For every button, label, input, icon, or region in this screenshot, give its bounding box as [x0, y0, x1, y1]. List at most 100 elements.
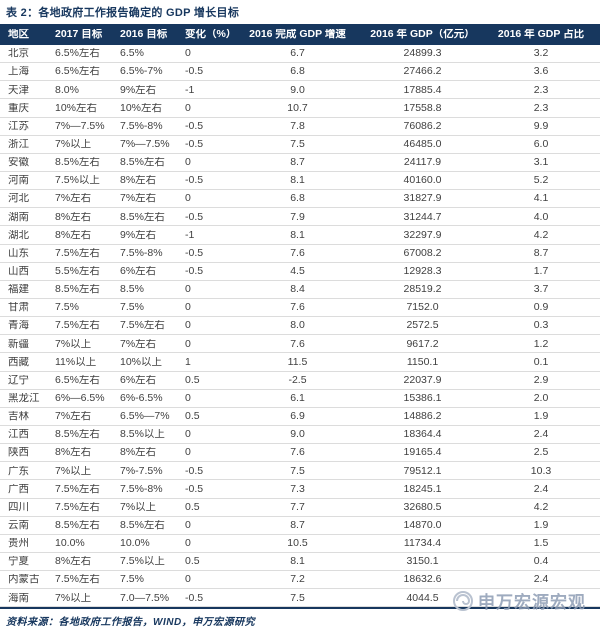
table-cell: 8.5%以上 [120, 429, 165, 440]
table-cell: 7.7 [290, 501, 305, 513]
table-cell: 河南 [8, 175, 29, 186]
table-cell: 10.0% [55, 538, 85, 549]
table-cell: 2572.5 [406, 320, 439, 331]
table-cell: 江西 [8, 429, 29, 440]
table-cell: 8.7 [533, 247, 549, 259]
table-cell: 18632.6 [403, 574, 442, 585]
table-cell: 32297.9 [403, 229, 442, 241]
table-cell: 天津 [8, 84, 29, 96]
table-cell: 7.3 [290, 483, 305, 495]
table-cell: 8.7 [290, 157, 305, 168]
table-cell: 0 [185, 157, 191, 168]
table-row: 福建 8.5%左右 8.5% 0 8.4 28519.2 3.7 [0, 281, 600, 299]
table-row: 湖北 8%左右 9%左右 -1 8.1 32297.9 4.2 [0, 226, 600, 245]
table-cell: 安徽 [8, 157, 29, 168]
table-cell: 27466.2 [403, 66, 442, 77]
table-cell: 0 [185, 538, 191, 549]
table-cell: 10%左右 [55, 102, 98, 114]
table-cell: 1.9 [533, 519, 549, 531]
table-cell: 6.8 [290, 193, 305, 204]
column-header: 2017 目标 [55, 29, 103, 40]
table-cell: 广西 [8, 483, 29, 495]
table-cell: 28519.2 [403, 284, 442, 295]
table-cell: 青海 [8, 320, 29, 331]
table-cell: 8.0 [290, 320, 305, 331]
table-cell: -0.5 [185, 139, 204, 150]
table-cell: 2.4 [533, 429, 549, 440]
table-cell: 9.0 [290, 84, 305, 96]
table-cell: 7.5 [290, 139, 305, 150]
table-cell: 19165.4 [403, 447, 442, 458]
table-cell: 7%以上 [55, 465, 92, 477]
table-cell: 北京 [8, 48, 29, 59]
table-cell: 1.9 [533, 411, 549, 422]
table-cell: 4044.5 [406, 592, 439, 604]
table-cell: 上海 [8, 66, 29, 77]
table-cell: 10%以上 [120, 356, 163, 368]
table-cell: 新疆 [8, 338, 29, 350]
table-cell: 7.5%左右 [55, 247, 100, 259]
table-cell: 2.4 [533, 574, 549, 585]
table-cell: 9%左右 [120, 84, 157, 96]
table-cell: 1150.1 [406, 356, 439, 368]
table-cell: 西藏 [8, 356, 29, 368]
table-bottom-border [0, 607, 600, 610]
table-cell: 内蒙古 [8, 574, 40, 585]
table-cell: 6%左右 [120, 266, 157, 277]
table-row: 山西 5.5%左右 6%左右 -0.5 4.5 12928.3 1.7 [0, 263, 600, 281]
column-header: 变化（%） [185, 29, 237, 40]
table-cell: 46485.0 [403, 139, 442, 150]
table-cell: 8%左右 [120, 447, 157, 458]
table-row: 甘肃 7.5% 7.5% 0 7.6 7152.0 0.9 [0, 299, 600, 318]
column-header: 2016 年 GDP 占比 [497, 29, 585, 40]
table-cell: 6.5%左右 [55, 66, 100, 77]
table-cell: 7%以上 [55, 338, 92, 350]
table-cell: 79512.1 [403, 465, 442, 477]
table-cell: 4.5 [290, 266, 305, 277]
table-cell: 山西 [8, 266, 29, 277]
table-cell: 6.5%左右 [55, 48, 100, 59]
table-row: 西藏 11%以上 10%以上 1 11.5 1150.1 0.1 [0, 353, 600, 372]
table-cell: 7152.0 [406, 302, 439, 313]
table-cell: 8.5%左右 [55, 284, 100, 295]
table-cell: 6%—6.5% [55, 392, 105, 404]
table-cell: 10.0% [120, 538, 150, 549]
table-cell: 3.7 [533, 284, 549, 295]
column-header: 2016 目标 [120, 29, 168, 40]
table-cell: 7%以上 [55, 592, 92, 604]
table-cell: -0.5 [185, 66, 204, 77]
table-row: 重庆 10%左右 10%左右 0 10.7 17558.8 2.3 [0, 99, 600, 118]
table-cell: 0 [185, 48, 191, 59]
table-cell: 8%左右 [120, 175, 157, 186]
table-cell: 22037.9 [403, 374, 442, 386]
table-body: 北京 6.5%左右 6.5% 0 6.7 24899.3 3.2 上海 6.5%左右 6.5%-7… [0, 45, 600, 608]
table-cell: 河北 [8, 193, 29, 204]
table-cell: 3150.1 [406, 556, 439, 567]
table-cell: 17885.4 [403, 84, 442, 96]
table-cell: 18364.4 [403, 429, 442, 440]
table-cell: 6%左右 [120, 374, 157, 386]
table-cell: 7%—7.5% [55, 120, 105, 132]
table-cell: 9.0 [290, 429, 305, 440]
table-cell: 8%左右 [55, 447, 92, 458]
table-cell: 7.5% [120, 302, 144, 313]
table-cell: 2.4 [533, 483, 549, 495]
table-row: 河北 7%左右 7%左右 0 6.8 31827.9 4.1 [0, 190, 600, 209]
table-cell: 7.5%以上 [120, 556, 165, 567]
table-row: 辽宁 6.5%左右 6%左右 0.5 -2.5 22037.9 2.9 [0, 372, 600, 390]
table-cell: 7.5% [120, 574, 144, 585]
table-cell: 17558.8 [403, 102, 442, 114]
table-cell: 10.3 [530, 465, 552, 477]
table-cell: 广东 [8, 465, 29, 477]
table-cell: 0 [185, 320, 191, 331]
table-cell: -0.5 [185, 120, 204, 132]
table-row: 河南 7.5%以上 8%左右 -0.5 8.1 40160.0 5.2 [0, 172, 600, 191]
table-cell: 7.6 [290, 247, 305, 259]
table-cell: 7.5%-8% [120, 120, 163, 132]
table-row: 黑龙江 6%—6.5% 6%-6.5% 0 6.1 15386.1 2.0 [0, 390, 600, 408]
table-cell: 7.9 [290, 211, 305, 223]
table-cell: 7%-7.5% [120, 465, 163, 477]
table-cell: 黑龙江 [8, 392, 40, 404]
table-cell: -1 [185, 84, 195, 96]
